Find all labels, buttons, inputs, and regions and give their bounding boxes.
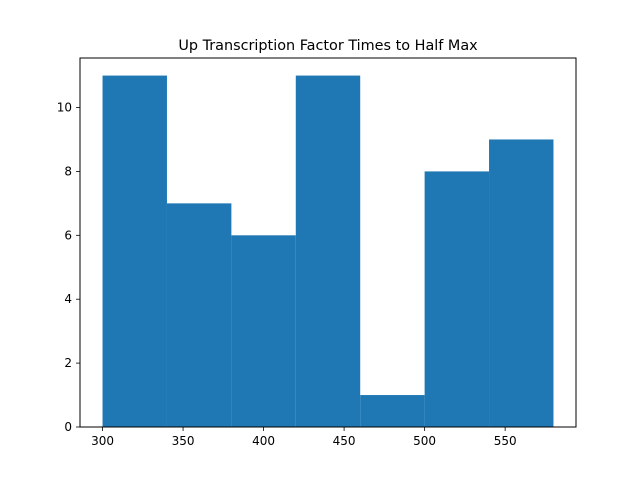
x-axis: 300 350 400 450 500 550 — [91, 427, 517, 448]
x-tick-label: 300 — [91, 434, 114, 448]
y-tick-label: 10 — [57, 101, 72, 115]
x-tick-label: 400 — [252, 434, 275, 448]
chart-title: Up Transcription Factor Times to Half Ma… — [178, 38, 478, 54]
histogram-bar-4 — [360, 395, 425, 427]
plot-frame — [79, 57, 577, 428]
x-tick-label: 550 — [494, 434, 517, 448]
histogram-bar-0 — [102, 75, 167, 428]
x-tick-label: 450 — [333, 434, 356, 448]
histogram-bar-1 — [166, 203, 232, 427]
y-tick-label: 0 — [64, 420, 72, 434]
histogram-bar-3 — [295, 75, 361, 428]
y-tick-label: 6 — [64, 228, 72, 242]
y-tick-label: 2 — [64, 356, 72, 370]
x-tick-label: 350 — [172, 434, 195, 448]
y-axis: 0 2 4 6 8 10 — [57, 101, 80, 434]
y-tick-label: 4 — [64, 292, 72, 306]
bars-group — [102, 75, 554, 428]
histogram-bar-5 — [424, 171, 490, 427]
x-tick-label: 500 — [413, 434, 436, 448]
y-tick-label: 8 — [64, 164, 72, 178]
histogram-bar-6 — [489, 139, 554, 427]
histogram-bar-2 — [231, 235, 296, 427]
